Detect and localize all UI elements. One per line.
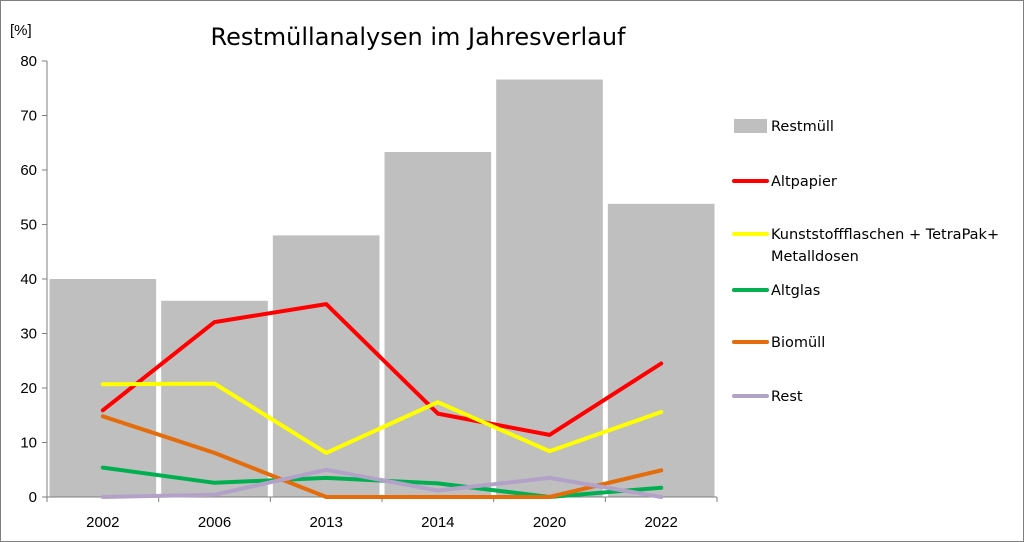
line-series-1 <box>100 381 664 455</box>
bar-restmuell-2022 <box>607 203 715 498</box>
chart-title: Restmüllanalysen im Jahresverlauf <box>211 23 627 51</box>
line-series-0 <box>100 302 664 437</box>
legend-label-1-line-0: Kunststoffflaschen + TetraPak+ <box>771 227 999 243</box>
y-tick-label-10: 10 <box>20 435 37 452</box>
legend-label-4: Rest <box>771 389 803 405</box>
bar-restmuell-2014 <box>384 152 492 497</box>
bar-series-group <box>49 79 715 498</box>
legend-label-restmuell: Restmüll <box>771 119 834 135</box>
y-tick-label-80: 80 <box>20 53 37 70</box>
line-series-group <box>100 302 664 499</box>
y-tick-label-20: 20 <box>20 380 37 397</box>
x-tick-label-2014: 2014 <box>421 514 454 531</box>
y-tick-label-70: 70 <box>20 108 37 125</box>
x-tick-label-2013: 2013 <box>309 514 342 531</box>
y-tick-label-0: 0 <box>29 489 37 506</box>
x-tick-label-2002: 2002 <box>86 514 119 531</box>
bar-restmuell-2013 <box>272 235 380 497</box>
y-tick-label-40: 40 <box>20 271 37 288</box>
legend: Restmüll Altpapier Kunststoffflaschen + Te… <box>732 119 999 405</box>
legend-label-1-line-1: Metalldosen <box>771 249 859 265</box>
line-series-3 <box>100 414 664 499</box>
bar-restmuell-2006 <box>161 300 268 497</box>
y-tick-label-50: 50 <box>20 217 37 234</box>
legend-label-3: Biomüll <box>771 335 825 351</box>
line-series-4 <box>100 467 664 499</box>
bar-restmuell-2002 <box>49 279 157 497</box>
y-tick-label-30: 30 <box>20 326 37 343</box>
axes-group: 0 10 20 30 40 50 60 70 80 2002 2006 2013 2014 2020 202… <box>20 53 718 531</box>
y-tick-label-60: 60 <box>20 162 37 179</box>
x-tick-label-2020: 2020 <box>533 514 566 531</box>
x-tick-label-2006: 2006 <box>198 514 231 531</box>
x-tick-label-2022: 2022 <box>644 514 677 531</box>
legend-label-2: Altglas <box>771 283 820 299</box>
y-axis-unit-label: [%] <box>10 22 32 39</box>
legend-label-0: Altpapier <box>771 174 837 190</box>
legend-swatch-restmuell <box>734 119 767 133</box>
